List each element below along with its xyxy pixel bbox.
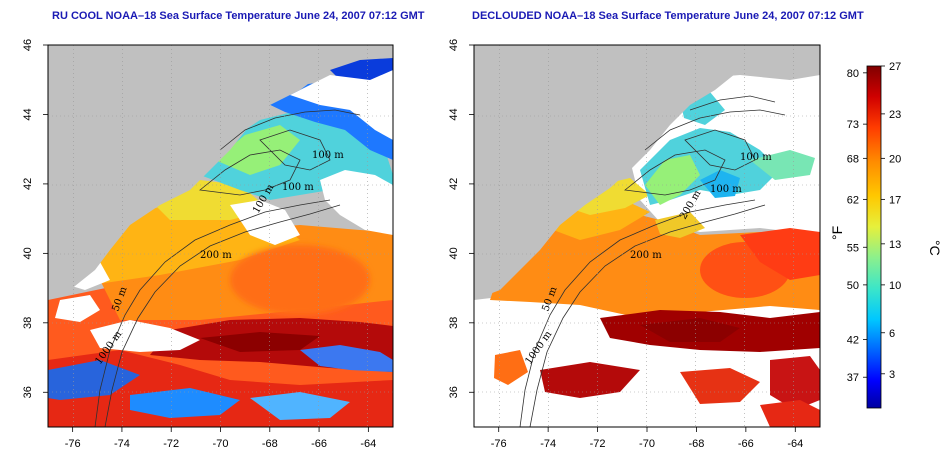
x-tick-label-left-1: -74 (114, 438, 130, 450)
colorbar-f-tick-label-5: 50 (847, 280, 859, 292)
contour-label-left-0: 100 m (312, 150, 344, 161)
celsius-unit-label: °C (927, 240, 943, 256)
y-tick-label-left-1: 38 (22, 317, 34, 329)
colorbar-ticks: 80 73 68 62 55 50 42 37 27 23 20 17 13 10 6 3 (847, 61, 902, 384)
y-tick-label-left-4: 44 (22, 108, 34, 120)
map-title-right: DECLOUDED NOAA–18 Sea Surface Temperatur… (472, 10, 864, 22)
colorbar-c-tick-label-7: 3 (889, 369, 895, 381)
y-tick-label-right-3: 42 (448, 178, 460, 190)
colorbar-c-tick-label-6: 6 (889, 328, 895, 340)
map-left (48, 45, 393, 427)
y-tick-label-right-5: 46 (448, 39, 460, 51)
colorbar-f-tick-label-1: 73 (847, 119, 859, 131)
colorbar-f-tick-label-4: 55 (847, 242, 859, 254)
colorbar-c-tick-label-4: 13 (889, 239, 901, 251)
y-tick-label-left-5: 46 (22, 39, 34, 51)
coastline-left (48, 45, 340, 300)
y-tick-label-left-2: 40 (22, 247, 34, 259)
isobaths-left (94, 109, 361, 427)
contour-label-right-0: 100 m (740, 152, 772, 163)
y-tick-label-right-0: 36 (448, 386, 460, 398)
x-tick-label-right-6: -64 (787, 438, 803, 450)
colorbar-gradient (866, 65, 882, 409)
gridlines-left (48, 45, 393, 427)
y-tick-label-right-4: 44 (448, 108, 460, 120)
colorbar-f-tick-label-7: 37 (847, 372, 859, 384)
colorbar-c-tick-label-5: 10 (889, 280, 901, 292)
colorbar-c-tick-label-1: 23 (889, 109, 901, 121)
colorbar-f-tick-label-3: 62 (847, 194, 859, 206)
colorbar-f-tick-label-0: 80 (847, 68, 859, 80)
x-tick-label-left-4: -68 (262, 438, 278, 450)
x-tick-label-left-0: -76 (65, 438, 81, 450)
colorbar-c-tick-label-2: 20 (889, 153, 901, 165)
contour-label-left-1: 100 m (282, 182, 314, 193)
x-tick-label-left-5: -66 (311, 438, 327, 450)
x-tick-label-left-3: -70 (213, 438, 229, 450)
map-right (474, 45, 820, 427)
x-tick-label-right-4: -68 (688, 438, 704, 450)
axes: -76 -74 -72 -70 -68 -66 -64 36 38 40 42 44 46 -76 -74 -… (22, 39, 803, 450)
contour-label-left-3: 200 m (200, 250, 232, 261)
isobaths-right (519, 95, 786, 427)
colorbar-c-tick-label-3: 17 (889, 194, 901, 206)
y-tick-label-left-0: 36 (22, 386, 34, 398)
x-tick-label-right-1: -74 (540, 438, 556, 450)
colorbar-c-tick-label-0: 27 (889, 61, 901, 73)
y-tick-label-right-1: 38 (448, 317, 460, 329)
colorbar: 80 73 68 62 55 50 42 37 27 23 20 17 13 10 6 3 °F °C (829, 61, 943, 409)
x-tick-label-right-2: -72 (590, 438, 606, 450)
y-tick-label-left-3: 42 (22, 178, 34, 190)
colorbar-f-tick-label-2: 68 (847, 153, 859, 165)
x-tick-label-left-2: -72 (163, 438, 179, 450)
contour-label-right-1: 100 m (710, 184, 742, 195)
contour-label-right-3: 200 m (630, 250, 662, 261)
coastline-right (474, 45, 760, 300)
map-title-left: RU COOL NOAA–18 Sea Surface Temperature … (52, 10, 425, 22)
colorbar-f-tick-label-6: 42 (847, 335, 859, 347)
x-tick-label-right-0: -76 (491, 438, 507, 450)
x-tick-label-right-3: -70 (639, 438, 655, 450)
gridlines-right (474, 45, 820, 427)
fahrenheit-unit-label: °F (829, 226, 845, 240)
x-tick-label-left-6: -64 (360, 438, 376, 450)
y-tick-label-right-2: 40 (448, 247, 460, 259)
x-tick-label-right-5: -66 (738, 438, 754, 450)
